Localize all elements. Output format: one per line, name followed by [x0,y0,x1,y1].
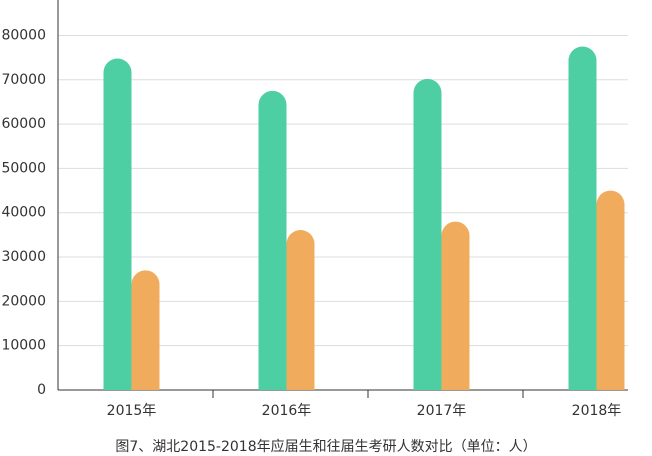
y-tick-label: 10000 [1,338,46,354]
x-tick-label: 2017年 [417,403,467,419]
bar [131,270,160,390]
bar [413,78,442,391]
y-tick-label: 50000 [1,160,46,176]
y-tick-label: 60000 [1,116,46,132]
bar [568,46,597,391]
x-tick-label: 2018年 [572,403,622,419]
bar [441,221,470,390]
x-tick-label: 2016年 [262,403,312,419]
bar [596,190,625,390]
y-tick-label: 0 [37,382,46,398]
y-tick-label: 20000 [1,293,46,309]
bar [258,90,287,390]
bar [103,58,132,391]
y-tick-label: 40000 [1,205,46,221]
bar [286,230,315,390]
y-tick-label: 30000 [1,249,46,265]
y-tick-label: 80000 [1,27,46,43]
chart-caption: 图7、湖北2015-2018年应届生和往届生考研人数对比（单位：人） [115,438,536,455]
x-tick-label: 2015年 [107,403,157,419]
y-tick-label: 70000 [1,72,46,88]
